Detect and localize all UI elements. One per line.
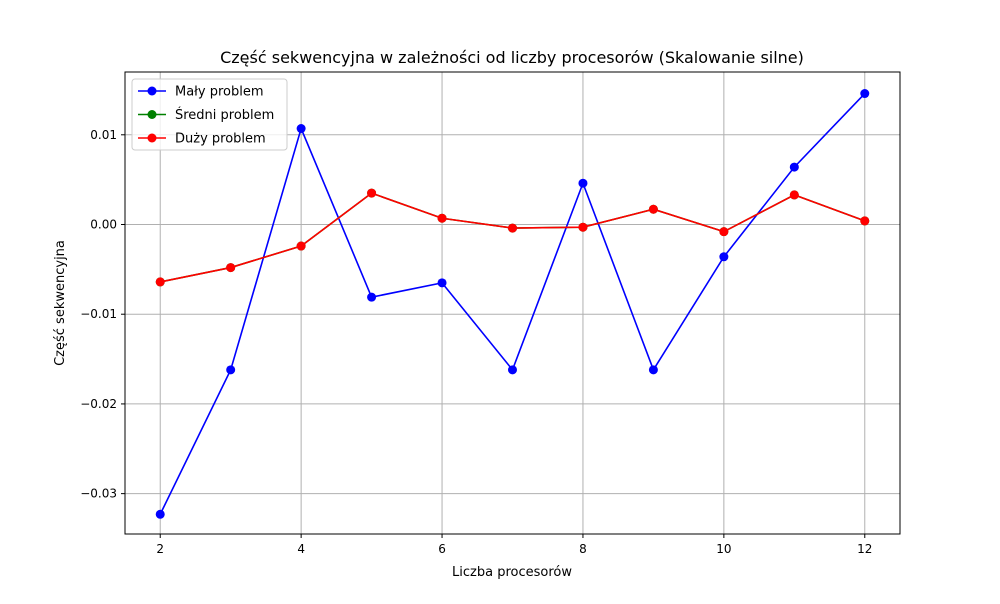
legend-item: Duży problem xyxy=(138,132,266,147)
series-2 xyxy=(155,188,870,287)
series-1 xyxy=(155,89,870,519)
x-tick-label: 6 xyxy=(438,542,446,556)
legend-label: Duży problem xyxy=(175,132,266,147)
plot-area-frame xyxy=(124,71,901,535)
y-axis-label: Część sekwencyjna xyxy=(53,240,68,366)
y-tick-label: 0.01 xyxy=(90,128,117,142)
data-point xyxy=(296,124,306,134)
legend-marker xyxy=(147,133,157,143)
x-tick-label: 8 xyxy=(579,542,587,556)
data-point xyxy=(860,216,870,226)
legend-marker xyxy=(147,110,157,119)
data-point xyxy=(648,204,658,214)
data-point xyxy=(719,227,729,237)
data-point xyxy=(367,292,377,302)
data-point xyxy=(578,178,588,188)
y-tick-label: −0.02 xyxy=(80,397,117,411)
x-tick-label: 2 xyxy=(156,542,164,556)
data-point xyxy=(578,222,588,232)
x-tick-label: 4 xyxy=(297,542,305,556)
x-axis-label: Liczba procesorów xyxy=(452,565,572,580)
legend-item: Średni problem xyxy=(138,107,274,123)
y-tick-label: 0.00 xyxy=(90,218,117,232)
data-point xyxy=(226,263,236,273)
data-point xyxy=(296,241,306,251)
data-point xyxy=(508,223,517,233)
series-line xyxy=(159,92,866,515)
axis-ticks: 2 4 6 8 10 12 −0.03 −0.02 −0.01 0.00 0.01 xyxy=(80,128,872,556)
chart-title: Część sekwencyjna w zależności od liczby… xyxy=(220,48,804,67)
series-line xyxy=(160,192,866,283)
x-tick-label: 10 xyxy=(716,542,731,556)
x-tick-label: 12 xyxy=(857,542,872,556)
data-point xyxy=(437,213,447,223)
legend-marker xyxy=(147,86,157,96)
data-point xyxy=(155,277,165,287)
series-3 xyxy=(155,188,870,287)
data-point xyxy=(860,89,870,99)
data-point xyxy=(789,162,799,172)
y-tick-label: −0.03 xyxy=(80,487,117,501)
data-point xyxy=(367,188,377,198)
data-point xyxy=(648,365,658,375)
legend: Mały problem Średni problem Duży problem xyxy=(131,78,288,151)
legend-label: Mały problem xyxy=(175,85,264,100)
legend-frame xyxy=(131,78,288,151)
data-point xyxy=(437,278,447,288)
plot-series xyxy=(155,89,870,519)
data-point xyxy=(508,365,517,375)
data-point xyxy=(155,509,165,519)
data-point xyxy=(226,365,236,375)
data-point xyxy=(719,252,729,262)
data-point xyxy=(789,190,799,200)
y-tick-label: −0.01 xyxy=(80,307,117,321)
legend-label: Średni problem xyxy=(175,107,274,123)
legend-item: Mały problem xyxy=(138,85,264,100)
series-line xyxy=(160,192,866,283)
